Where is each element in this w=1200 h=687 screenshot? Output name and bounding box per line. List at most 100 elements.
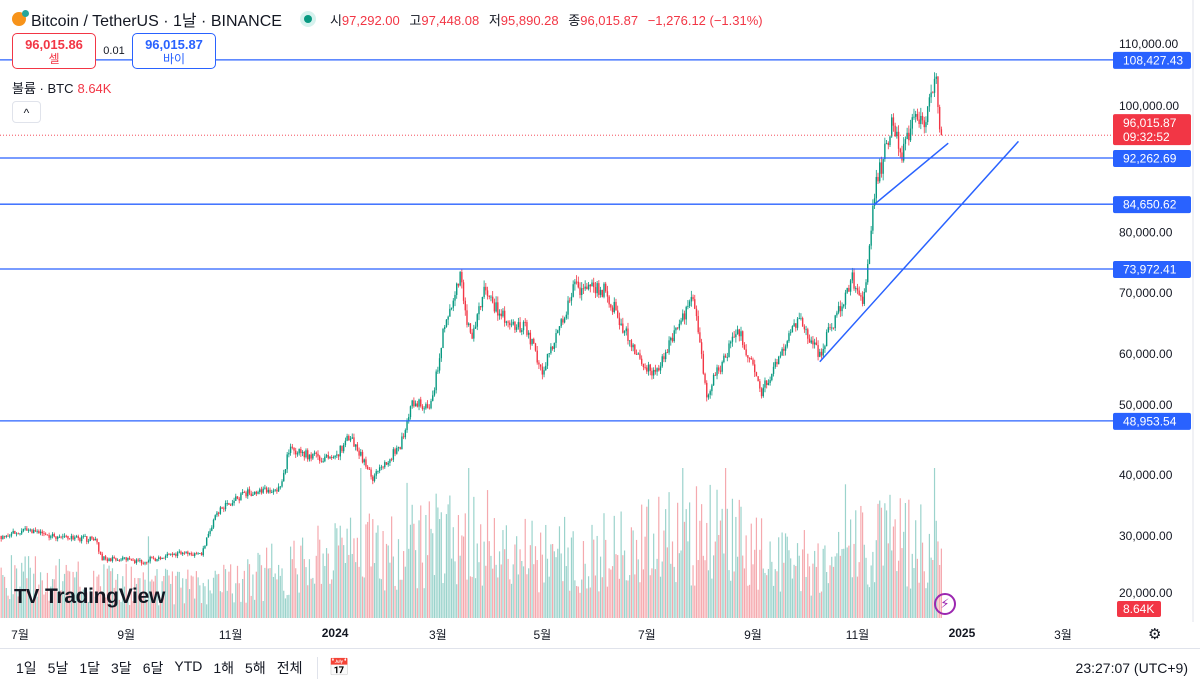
candle-body	[716, 367, 718, 376]
volume-bar	[262, 601, 264, 618]
candle-body	[760, 388, 763, 397]
candle-body	[558, 326, 561, 331]
candle-body	[903, 143, 905, 161]
range-button[interactable]: 3달	[111, 660, 132, 676]
candle-body	[9, 535, 11, 537]
candle-body	[2, 536, 4, 540]
volume-bar	[396, 589, 398, 618]
volume-bar	[557, 548, 559, 618]
sell-button[interactable]: 96,015.86 셀	[12, 33, 96, 69]
volume-bar	[480, 524, 482, 618]
settings-gear-icon[interactable]: ⚙	[1148, 626, 1162, 643]
market-open-status-icon[interactable]	[299, 11, 316, 27]
current-price-label: 96,015.87	[1123, 116, 1177, 130]
candle-body	[267, 489, 270, 493]
candle-body	[154, 558, 156, 561]
candle-body	[791, 326, 794, 333]
candle-body	[718, 367, 720, 371]
volume-bar	[731, 498, 734, 618]
candle-body	[38, 531, 40, 534]
candle-body	[534, 343, 537, 351]
volume-bar	[310, 578, 312, 618]
volume-bar	[235, 583, 237, 618]
buy-button[interactable]: 96,015.87 바이	[132, 33, 216, 69]
price-axis-label: 40,000.00	[1119, 468, 1173, 482]
candle-body	[262, 488, 264, 493]
volume-bar	[182, 578, 184, 618]
volume-bar	[164, 568, 167, 618]
volume-bar	[599, 556, 602, 618]
candle-body	[70, 535, 73, 539]
candle-body	[837, 306, 840, 313]
candle-body	[630, 340, 633, 348]
time-axis-label: 3월	[429, 628, 447, 642]
candle-body	[565, 314, 568, 319]
candle-body	[803, 326, 806, 330]
candle-body	[404, 430, 407, 438]
volume-bar	[266, 547, 268, 618]
volume-bar	[512, 564, 514, 618]
candle-body	[435, 371, 437, 391]
range-button[interactable]: 5날	[47, 660, 69, 676]
range-button[interactable]: YTD	[174, 658, 203, 674]
high-value: 97,448.08	[421, 12, 480, 28]
volume-bar	[635, 539, 638, 618]
volume-bar	[462, 536, 465, 618]
volume-bar	[401, 579, 403, 618]
volume-bar	[558, 526, 561, 618]
range-button[interactable]: 전체	[276, 660, 303, 676]
tradingview-logo[interactable]: TV TradingView	[14, 585, 165, 609]
candle-body	[27, 529, 30, 531]
volume-bar	[459, 555, 461, 618]
level-price-tag	[1113, 51, 1191, 69]
volume-bar	[764, 572, 766, 618]
candle-body	[449, 308, 451, 317]
volume-bar	[260, 565, 263, 618]
candle-body	[224, 503, 227, 510]
candle-body	[615, 301, 617, 311]
candle-body	[873, 198, 876, 206]
range-button[interactable]: 1달	[79, 660, 101, 676]
candle-body	[493, 302, 496, 312]
range-button[interactable]: 1일	[16, 660, 37, 676]
candle-body	[916, 113, 919, 120]
volume-bar	[118, 599, 120, 618]
candle-body	[462, 282, 465, 301]
candle-body	[468, 323, 470, 325]
candle-body	[872, 205, 874, 231]
volume-bar	[649, 575, 651, 618]
volume-bar	[187, 569, 189, 618]
volume-legend[interactable]: 볼륨 · BTC 8.64K	[12, 78, 111, 97]
volume-bar	[46, 572, 49, 618]
volume-bar	[574, 580, 576, 618]
time-axis[interactable]: 7월 9월 11월 2024 3월 5월 7월 9월 11월 2025 3월	[0, 622, 1200, 646]
candle-body	[111, 557, 114, 561]
price-chart[interactable]: 110,000.00 100,000.00 80,000.00 70,000.00 60…	[0, 0, 1200, 622]
volume-bar	[680, 550, 682, 618]
volume-bar	[569, 590, 571, 618]
clock-timezone[interactable]: 23:27:07 (UTC+9)	[1075, 660, 1188, 676]
collapse-legend-button[interactable]: ^	[12, 101, 41, 123]
volume-bar	[540, 532, 542, 618]
volume-bar	[565, 566, 567, 618]
symbol-title[interactable]: Bitcoin / TetherUS · 1날 · BINANCE	[31, 13, 282, 30]
volume-bar	[178, 571, 180, 618]
candle-body	[721, 362, 723, 372]
range-button[interactable]: 5해	[245, 660, 266, 676]
candle-body	[438, 358, 441, 371]
candle-body	[694, 299, 696, 309]
volume-bar	[521, 560, 523, 618]
candle-body	[425, 404, 427, 409]
candle-body	[418, 399, 420, 407]
lightning-alert-icon[interactable]: ⚡	[934, 593, 956, 615]
volume-bar	[721, 508, 723, 618]
range-button[interactable]: 6달	[142, 660, 164, 676]
candle-body	[519, 322, 521, 332]
volume-bar	[43, 594, 45, 618]
volume-bar	[937, 541, 939, 618]
volume-bar	[774, 569, 776, 618]
candle-body	[272, 490, 275, 493]
range-button[interactable]: 1해	[213, 660, 235, 676]
calendar-goto-date-icon[interactable]: 📅	[328, 658, 350, 677]
candle-body	[207, 533, 210, 538]
